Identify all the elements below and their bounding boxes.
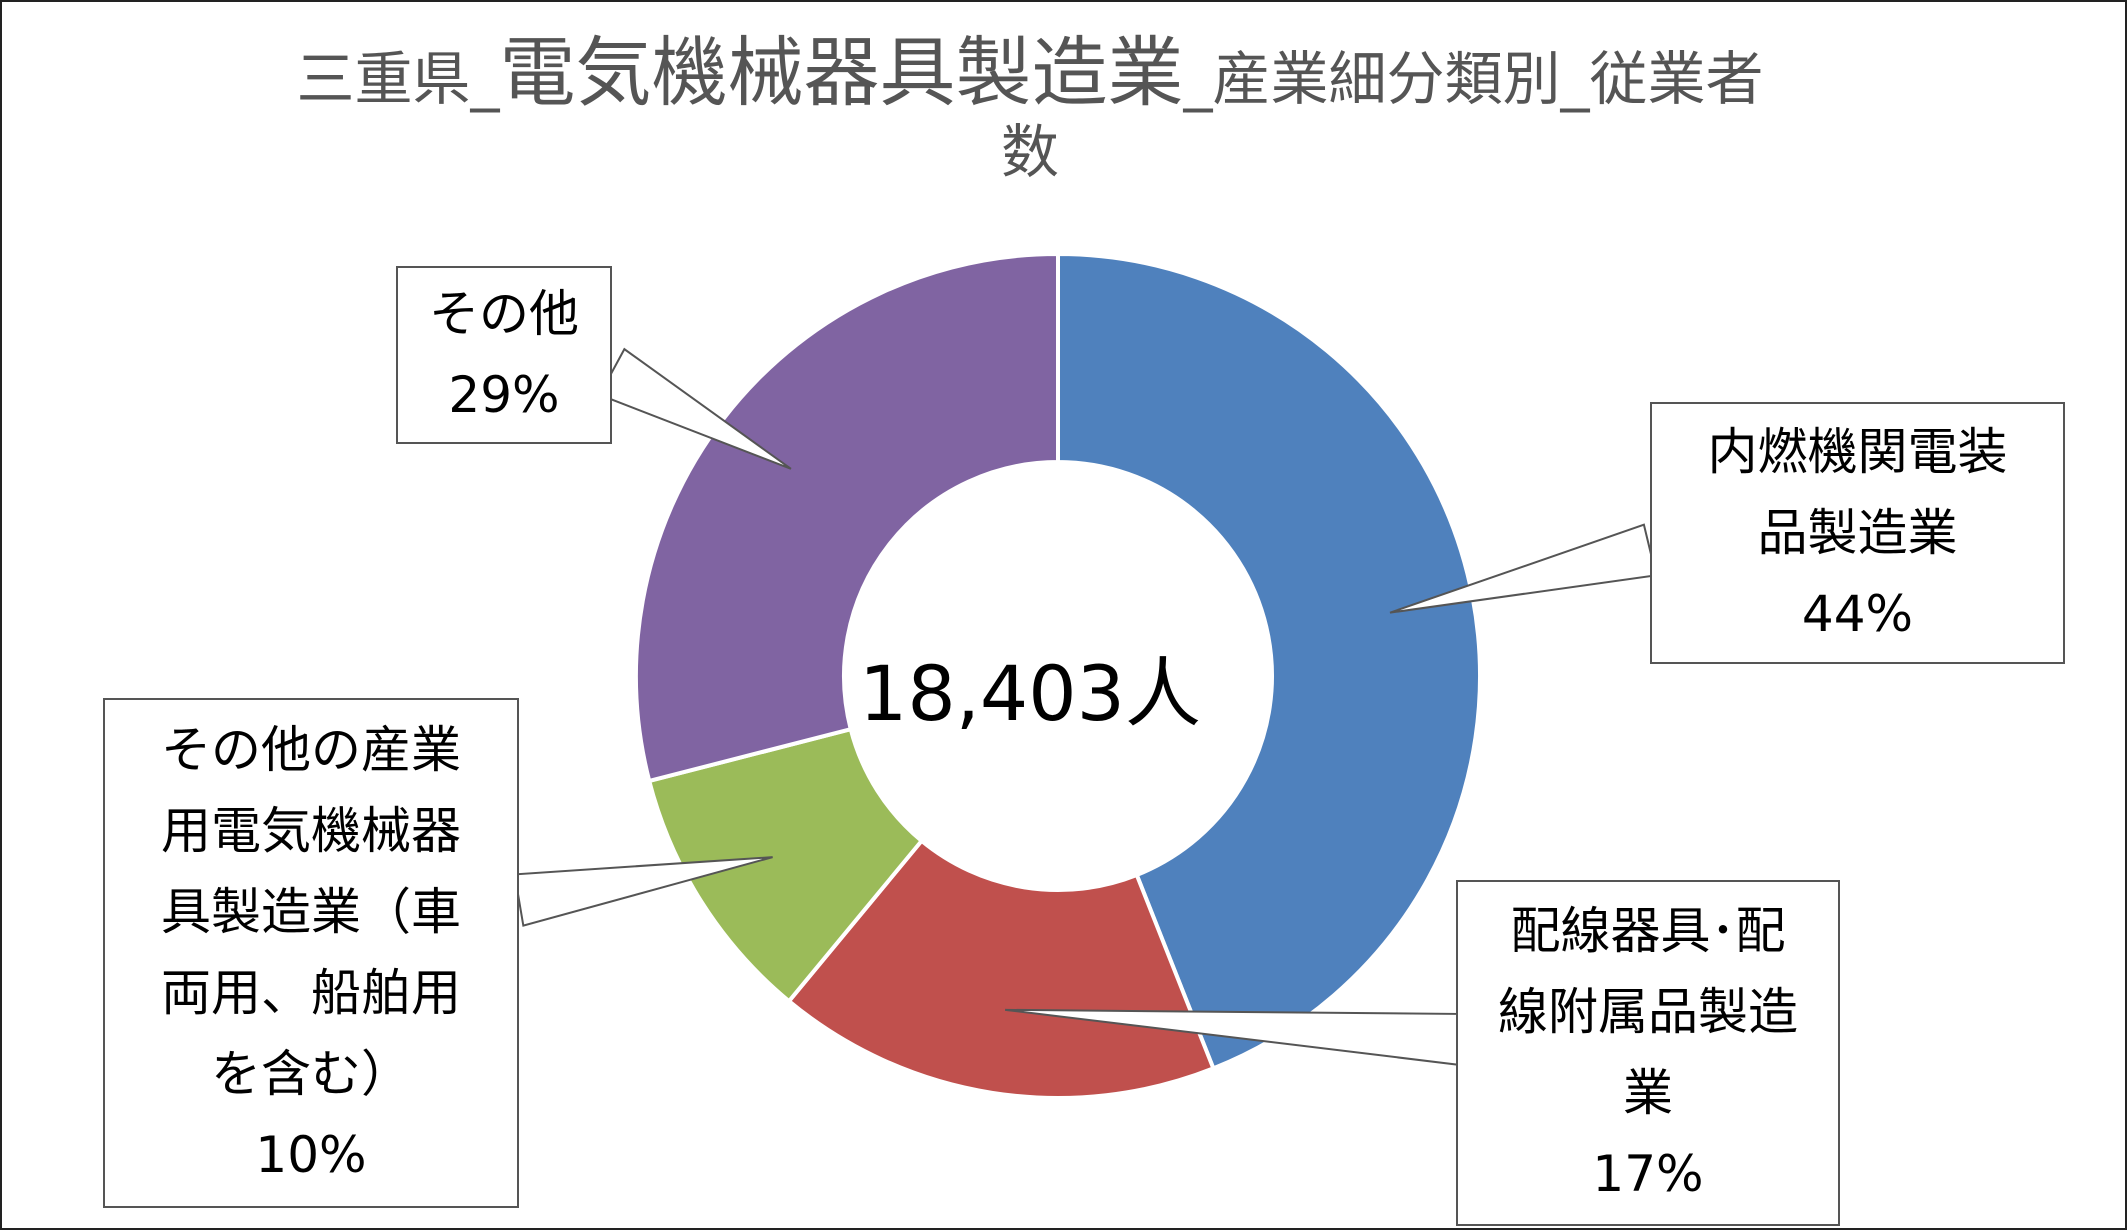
leader-line-2 xyxy=(513,856,773,927)
chart-title: 三重県_電気機械器具製造業_産業細分類別_従業者 数 xyxy=(80,28,1980,186)
donut-slice-3 xyxy=(634,251,1060,784)
chart-title-prefix: 三重県_ xyxy=(296,45,500,113)
callout-slice-1-name: 配線器具･配 線附属品製造 業 xyxy=(1498,902,1798,1122)
callout-slice-0-percent: 44% xyxy=(1801,584,1914,643)
leader-line-3 xyxy=(598,347,792,470)
chart-title-main: 電気機械器具製造業 xyxy=(499,28,1184,117)
callout-slice-2: その他の産業 用電気機械器 具製造業（車 両用、船舶用 を含む） 10% xyxy=(103,698,519,1208)
donut-slice-0 xyxy=(1056,251,1482,1071)
callout-slice-2-name: その他の産業 用電気機械器 具製造業（車 両用、船舶用 を含む） xyxy=(161,721,461,1103)
callout-slice-0-name: 内燃機関電装 品製造業 xyxy=(1707,422,2008,562)
chart-title-suffix: _産業細分類別_従業者 xyxy=(1183,45,1764,113)
donut-slice-1 xyxy=(786,838,1216,1100)
callout-slice-3-name: その他 xyxy=(429,285,579,343)
callout-slice-1-percent: 17% xyxy=(1592,1145,1704,1203)
callout-slice-3: その他 29% xyxy=(396,266,612,444)
donut-center-total: 18,403人 xyxy=(859,649,1201,738)
donut-slices xyxy=(634,251,1482,1100)
callout-leader-lines xyxy=(513,347,1658,1068)
callout-slice-2-percent: 10% xyxy=(255,1126,367,1184)
chart-title-line2: 数 xyxy=(1000,117,1059,186)
callout-slice-3-percent: 29% xyxy=(448,366,560,424)
callout-slice-1: 配線器具･配 線附属品製造 業 17% xyxy=(1456,880,1840,1226)
chart-title-line1: 三重県_電気機械器具製造業_産業細分類別_従業者 xyxy=(80,28,1980,118)
callout-slice-0: 内燃機関電装 品製造業 44% xyxy=(1650,402,2065,664)
